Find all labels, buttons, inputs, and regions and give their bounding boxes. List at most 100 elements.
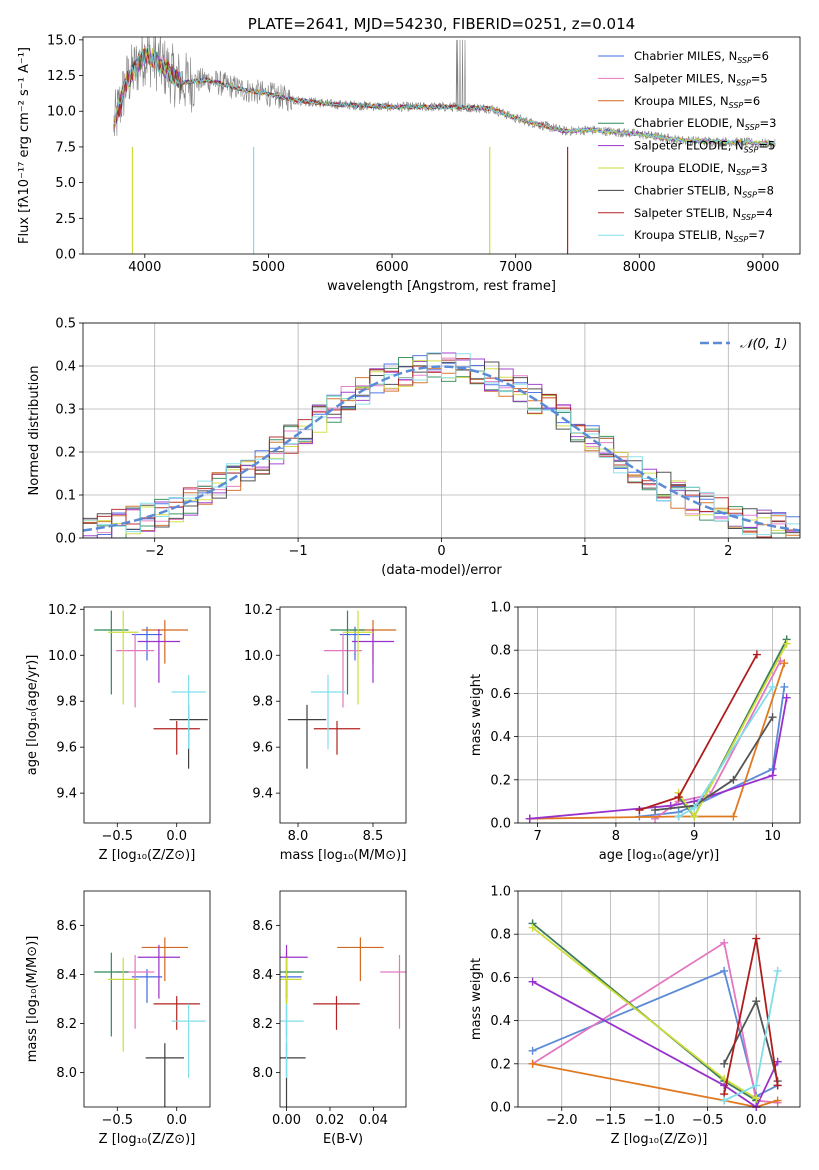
y-tick-label: 0.4	[490, 730, 511, 745]
error-bars	[94, 937, 206, 1107]
y-tick-label: 0.4	[55, 360, 76, 375]
axes-frame	[83, 606, 211, 824]
y-tick-label: 0.6	[490, 687, 511, 702]
error-point	[171, 674, 206, 749]
weight-marker	[720, 1059, 729, 1068]
weight-series	[674, 635, 791, 821]
weight-series	[528, 1059, 782, 1111]
y-tick-label: 10.0	[48, 649, 77, 664]
x-tick-label: 1	[581, 544, 589, 559]
y-tick-label: 0.2	[55, 446, 76, 461]
weight-series	[528, 923, 761, 1103]
error-point	[131, 626, 163, 661]
y-tick-label: 1.0	[490, 885, 511, 900]
axes-frame	[83, 890, 211, 1108]
y-tick-label: 10.2	[244, 603, 273, 618]
weight-series	[651, 713, 777, 815]
y-tick-label: 0.0	[55, 248, 76, 263]
x-tick-label: −2.0	[546, 1113, 578, 1128]
legend-label: Kroupa ELODIE, NSSP=3	[634, 161, 768, 177]
axes-frame	[517, 606, 801, 824]
axes-frame	[82, 322, 801, 539]
y-tick-label: 0.4	[490, 1014, 511, 1029]
x-tick-label: −1.5	[595, 1113, 627, 1128]
x-axis-label: wavelength [Angstrom, rest frame]	[327, 279, 556, 294]
x-tick-label: 6000	[376, 260, 409, 275]
weight-lines	[528, 919, 782, 1111]
y-tick-label: 9.8	[56, 695, 77, 710]
y-tick-label: 15.0	[47, 33, 76, 48]
x-tick-label: −0.5	[101, 829, 133, 844]
weight-marker	[525, 814, 534, 823]
weight-series	[720, 966, 782, 1105]
weight-marker	[729, 775, 738, 784]
weight-line	[532, 926, 757, 1100]
x-tick-label: 8.5	[363, 829, 384, 844]
error-point	[108, 610, 139, 705]
legend: Chabrier MILES, NSSP=6 Salpeter MILES, NS…	[598, 49, 776, 244]
y-tick-label: 8.4	[252, 968, 273, 983]
error-point	[323, 633, 363, 708]
weight-marker	[752, 1094, 761, 1103]
weight-lines	[525, 635, 791, 823]
error-point	[337, 937, 384, 982]
axes-mass-vs-ebv: 0.00 0.02 0.04 8.0 8.2 8.4 8.6 E(B-V)	[252, 890, 407, 1147]
legend-label: Salpeter MILES, NSSP=5	[634, 71, 768, 87]
weight-marker	[720, 938, 729, 947]
y-tick-label: 9.6	[252, 741, 273, 756]
weight-marker	[773, 1081, 782, 1090]
y-tick-label: 10.2	[48, 603, 77, 618]
y-tick-label: 0.0	[490, 1101, 511, 1116]
error-bars	[287, 610, 397, 769]
weight-line	[532, 922, 757, 1102]
weight-marker	[780, 682, 789, 691]
error-point	[330, 610, 365, 695]
error-point	[287, 704, 327, 769]
error-bars	[280, 937, 406, 1107]
weight-line	[532, 1062, 778, 1108]
weight-marker	[690, 812, 699, 821]
error-point	[380, 954, 406, 1029]
y-tick-label: 2.5	[55, 212, 76, 227]
weight-marker	[720, 966, 729, 975]
x-tick-label: 0	[437, 544, 445, 559]
y-tick-label: 1.0	[490, 601, 511, 616]
axes-spectrum: 4000 5000 6000 7000 8000 9000 0.0 2.5 5.0 7.5 10.0…	[17, 15, 801, 294]
y-tick-label: 0.8	[490, 928, 511, 943]
error-point	[145, 1043, 184, 1107]
weight-series	[525, 659, 789, 823]
y-axis-label: mass weight	[469, 674, 484, 756]
legend: 𝒩(0, 1)	[700, 337, 787, 352]
x-tick-label: 10	[764, 829, 781, 844]
axes-mass-vs-Z: −0.5 0.0 8.0 8.2 8.4 8.6 Z [log₁₀(Z/Z⊙)] mass […	[25, 890, 211, 1147]
gaussian-curve	[83, 365, 800, 532]
legend-label: Kroupa STELIB, NSSP=7	[634, 228, 765, 244]
axes-frame	[82, 36, 801, 255]
error-bars	[94, 610, 208, 769]
y-tick-label: 7.5	[55, 140, 76, 155]
weight-marker	[528, 1046, 537, 1055]
y-axis-label: Normed distribution	[27, 366, 42, 496]
weight-marker	[528, 1059, 537, 1068]
legend-label: 𝒩(0, 1)	[740, 337, 787, 352]
x-axis-label: E(B-V)	[323, 1132, 363, 1147]
x-axis-label: age [log₁₀(age/yr)]	[599, 848, 720, 863]
x-tick-label: 8000	[623, 260, 656, 275]
weight-marker	[782, 639, 791, 648]
x-tick-label: 0.00	[272, 1113, 301, 1128]
error-point	[171, 1004, 206, 1078]
error-point	[108, 957, 139, 1052]
axes-mass-weight-vs-Z: −2.0 −1.5 −1.0 −0.5 0.0 0.0 0.2 0.4 0.6 0.8 1.0 Z […	[469, 885, 801, 1147]
x-tick-label: 9000	[746, 260, 779, 275]
legend-label: Chabrier ELODIE, NSSP=3	[634, 116, 776, 132]
weight-marker	[752, 1081, 761, 1090]
error-point	[131, 969, 163, 1003]
y-tick-label: 8.2	[56, 1017, 77, 1032]
weight-marker	[651, 806, 660, 815]
x-tick-label: 0.04	[359, 1113, 388, 1128]
x-tick-label: −2	[145, 544, 164, 559]
weight-marker	[674, 812, 683, 821]
legend-label: Salpeter ELODIE, NSSP=5	[634, 139, 775, 155]
y-tick-label: 0.1	[55, 489, 76, 504]
error-point	[115, 633, 155, 708]
